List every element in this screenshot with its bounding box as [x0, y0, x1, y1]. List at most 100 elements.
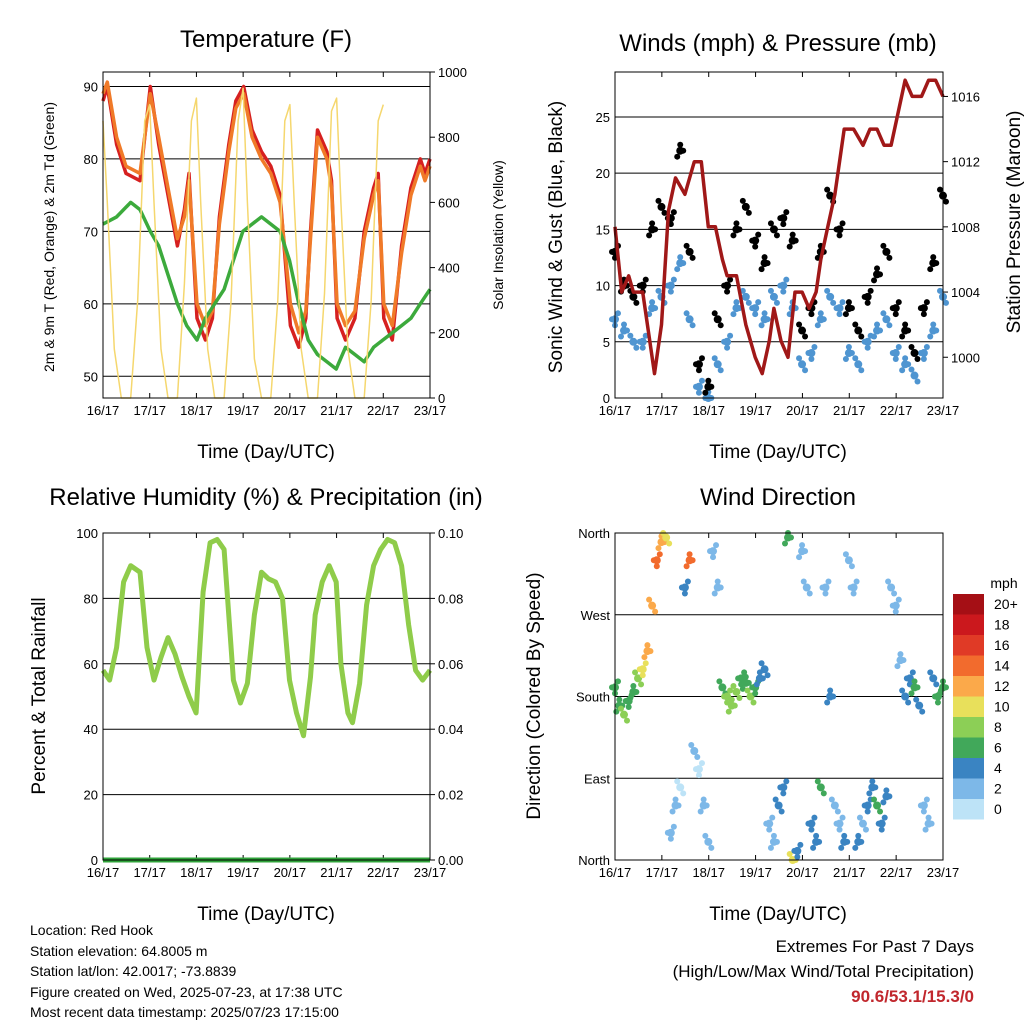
- data-point: [811, 814, 818, 821]
- x-tick-label: 18/17: [692, 865, 725, 880]
- y2-tick-label: 800: [438, 130, 460, 145]
- data-point: [808, 356, 815, 363]
- data-point: [927, 266, 934, 273]
- data-point: [780, 288, 787, 295]
- data-point: [864, 808, 871, 815]
- data-point: [666, 540, 673, 547]
- data-point: [914, 356, 921, 363]
- elevation-text: Station elevation: 64.8005 m: [30, 942, 208, 959]
- data-point: [834, 808, 841, 815]
- data-point: [937, 690, 943, 697]
- legend-label: 10: [994, 699, 1010, 715]
- data-point: [931, 693, 938, 700]
- data-point: [633, 344, 640, 351]
- data-point: [767, 287, 774, 294]
- data-point: [663, 534, 670, 541]
- data-point: [845, 344, 852, 351]
- data-point: [702, 389, 709, 396]
- data-point: [802, 333, 809, 340]
- temperature-plot-area: 50 60 70 80 90 0 200 400 600 800 1000 16/17 17/17 18/…: [84, 65, 467, 418]
- legend-swatch: [953, 717, 984, 738]
- data-point: [646, 596, 653, 603]
- data-point: [899, 687, 906, 694]
- data-point: [847, 584, 854, 591]
- legend-label: 8: [994, 719, 1002, 735]
- x-tick-label: 19/17: [227, 403, 260, 418]
- data-point: [825, 578, 832, 585]
- legend-swatch: [953, 778, 984, 799]
- data-point: [827, 192, 834, 199]
- y-tick-label: North: [578, 526, 610, 541]
- data-point: [755, 299, 762, 306]
- x-tick-label: 17/17: [133, 865, 166, 880]
- data-point: [667, 288, 674, 295]
- data-point: [792, 237, 799, 244]
- legend-label: 18: [994, 617, 1010, 633]
- data-point: [780, 790, 787, 797]
- data-point: [922, 826, 929, 833]
- data-point: [853, 578, 860, 585]
- x-tick-label: 20/17: [786, 865, 819, 880]
- data-point: [770, 226, 777, 233]
- y-tick-label: 70: [84, 224, 98, 239]
- location-text: Location: Red Hook: [30, 922, 153, 938]
- data-point: [667, 835, 674, 842]
- data-point: [806, 590, 813, 597]
- data-point: [908, 690, 915, 697]
- data-point: [824, 186, 831, 193]
- data-point: [714, 578, 721, 585]
- speed-legend: 20+ 18 16 14 12 10 8 6 4 2 0: [953, 594, 1018, 820]
- y-tick-label: 5: [603, 335, 610, 350]
- data-point: [670, 209, 677, 216]
- data-point: [617, 705, 624, 712]
- data-point: [796, 355, 803, 362]
- data-point: [652, 305, 659, 312]
- data-point: [692, 361, 699, 368]
- temperature-title: Temperature (F): [180, 26, 352, 53]
- data-point: [802, 548, 809, 555]
- winds-ylabel-left: Sonic Wind & Gust (Blue, Black): [546, 101, 567, 373]
- x-tick-label: 16/17: [599, 865, 632, 880]
- data-point: [632, 669, 639, 676]
- data-point: [889, 602, 896, 609]
- humidity-title: Relative Humidity (%) & Precipitation (i…: [49, 484, 482, 511]
- data-point: [831, 802, 838, 809]
- data-point: [927, 669, 934, 676]
- data-point: [620, 711, 627, 718]
- data-point: [652, 608, 659, 615]
- y-tick-label: West: [581, 608, 611, 623]
- data-point: [747, 693, 754, 700]
- data-point: [928, 820, 935, 827]
- y2-tick-label: 0.00: [438, 853, 463, 868]
- y-tick-label: 25: [596, 110, 610, 125]
- data-point: [874, 802, 881, 809]
- data-point: [697, 808, 704, 815]
- data-point: [630, 293, 637, 300]
- x-tick-label: 23/17: [414, 865, 447, 880]
- data-point: [880, 799, 887, 806]
- legend-swatch: [953, 758, 984, 779]
- data-point: [789, 231, 796, 238]
- data-point: [858, 838, 865, 845]
- data-point: [859, 820, 866, 827]
- data-point: [839, 220, 846, 227]
- data-point: [641, 654, 648, 661]
- humidity-xlabel: Time (Day/UTC): [197, 904, 335, 925]
- data-point: [677, 141, 684, 148]
- data-point: [880, 310, 887, 317]
- x-tick-label: 16/17: [87, 403, 120, 418]
- data-point: [733, 688, 740, 695]
- data-point: [923, 796, 930, 803]
- y2-tick-label: 0.08: [438, 591, 463, 606]
- data-point: [888, 584, 895, 591]
- y-tick-label: 90: [84, 79, 98, 94]
- data-point: [824, 287, 831, 294]
- data-point: [764, 260, 771, 267]
- data-point: [773, 838, 780, 845]
- data-point: [864, 344, 871, 351]
- y2-tick-label: 1004: [951, 285, 980, 300]
- data-point: [934, 699, 941, 706]
- data-point: [744, 687, 751, 694]
- data-point: [695, 367, 702, 374]
- data-point: [652, 226, 659, 233]
